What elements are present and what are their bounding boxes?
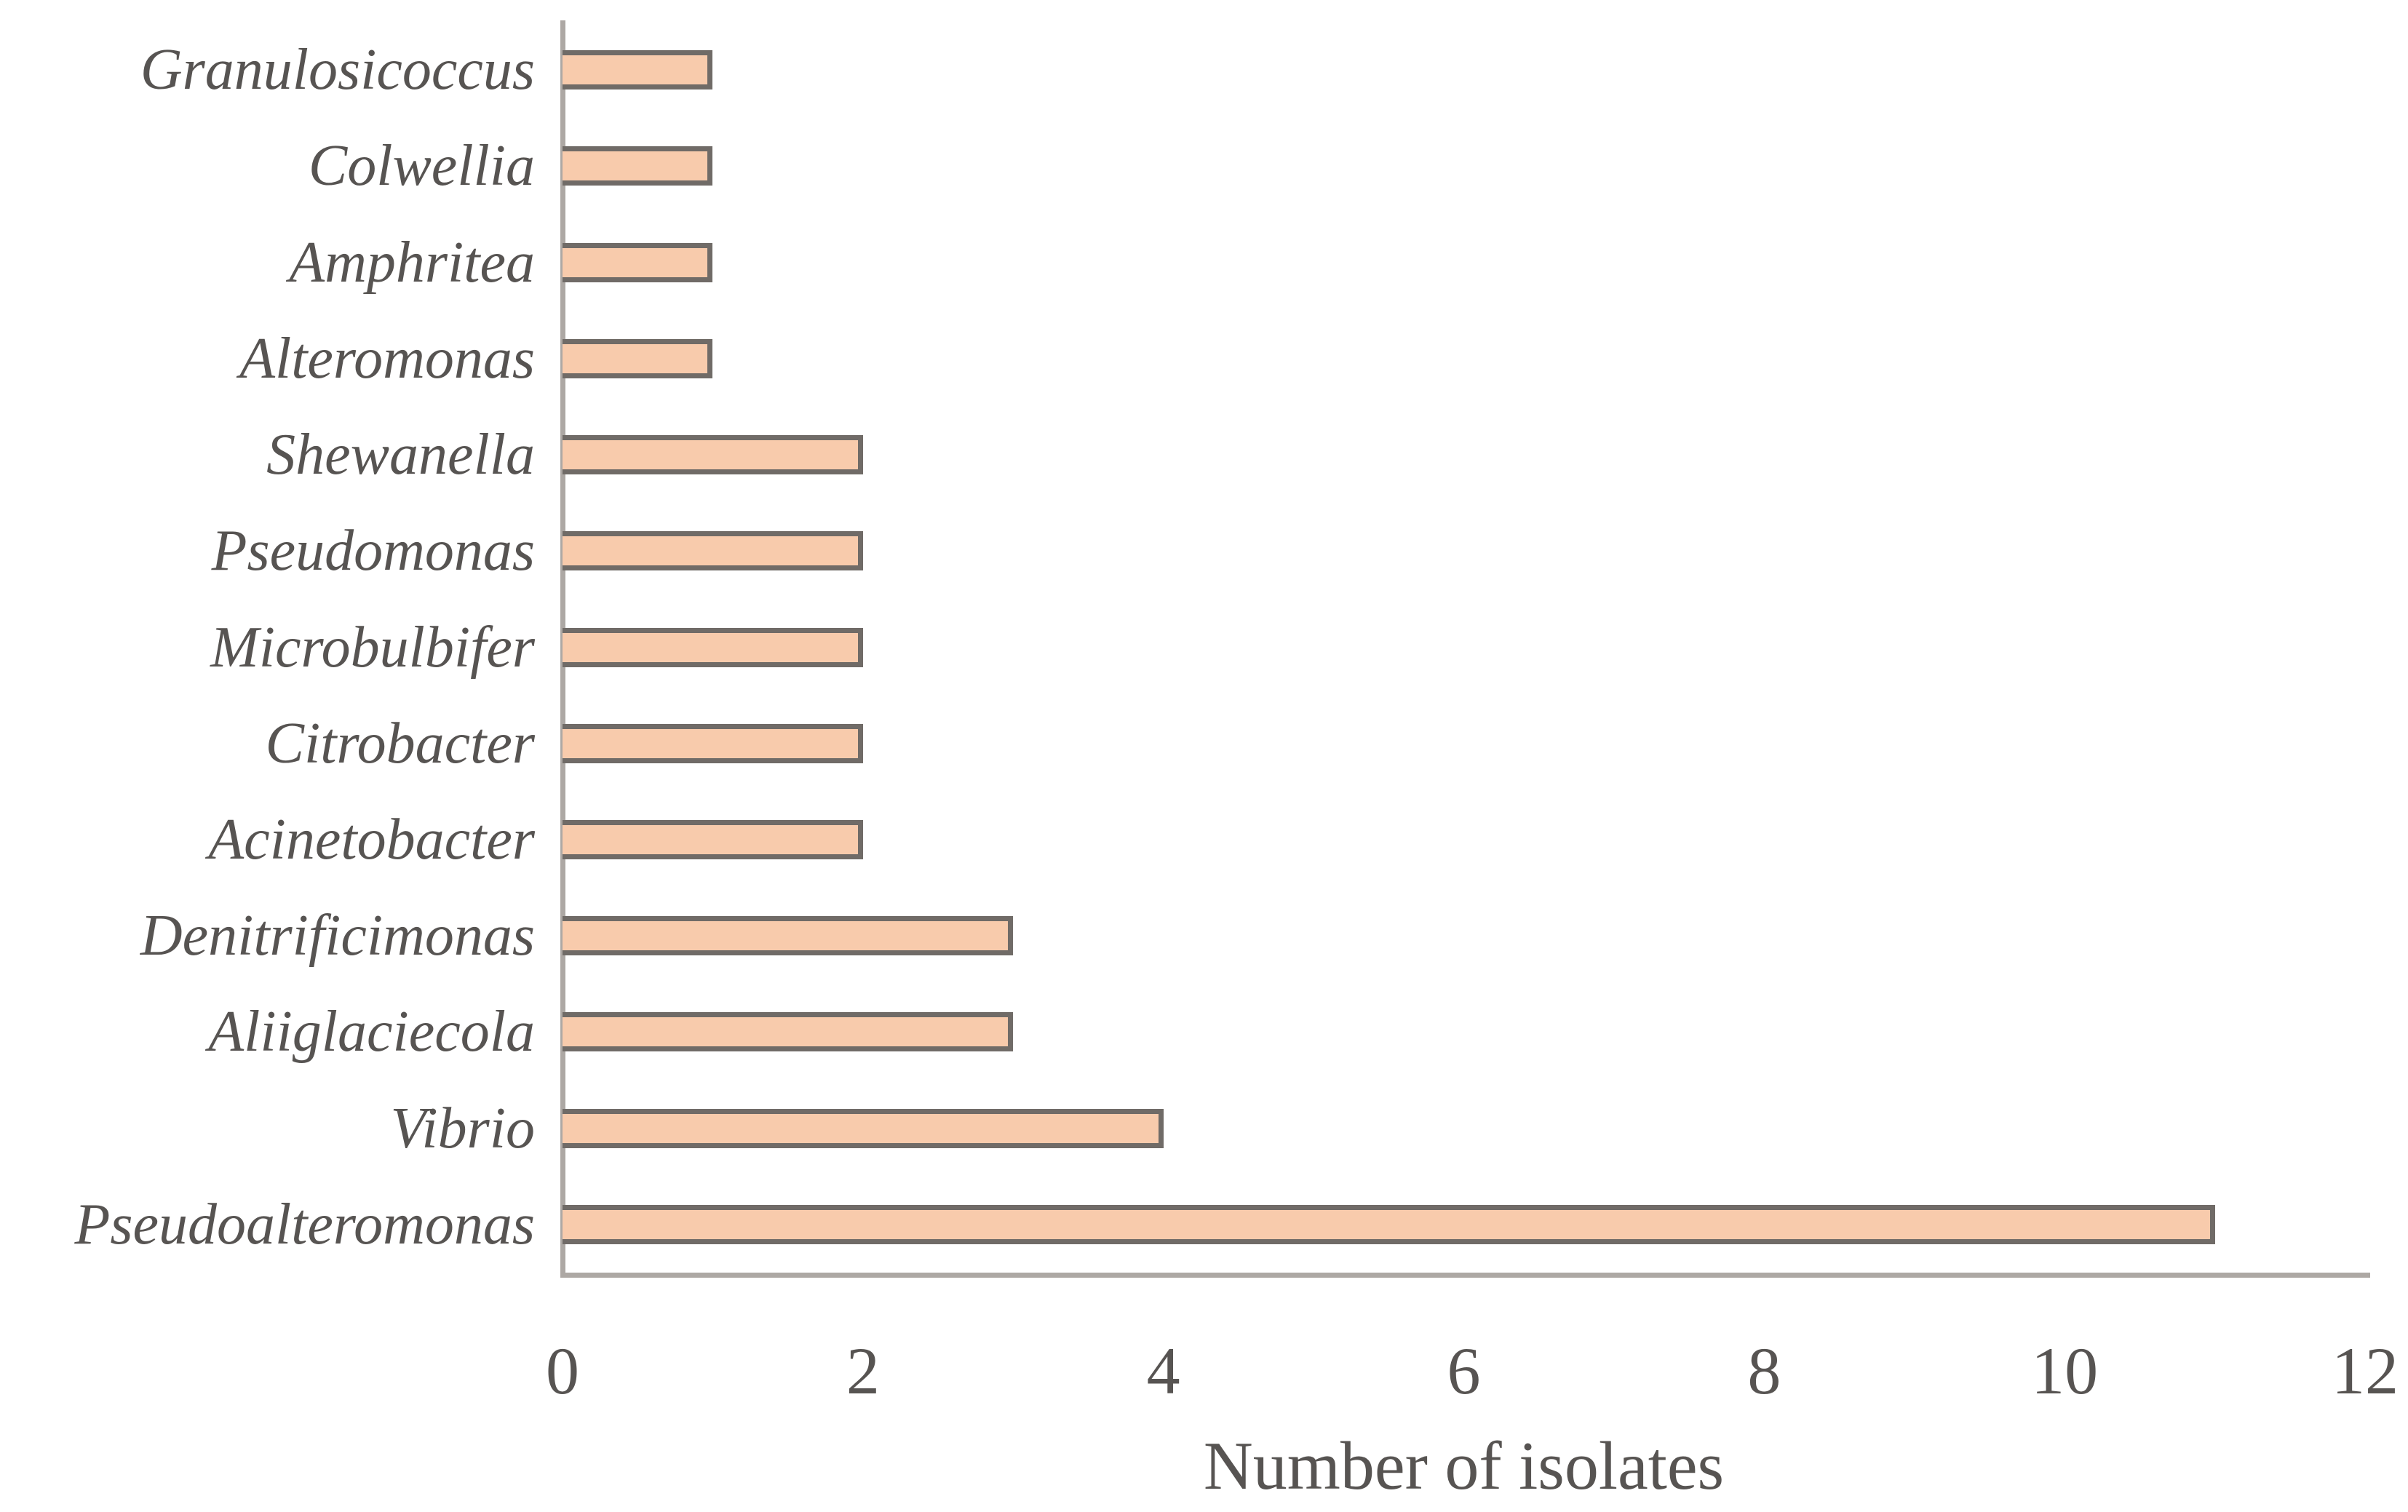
bar-track	[563, 531, 2365, 571]
bar-track	[563, 627, 2365, 667]
category-label: Granulosicoccus	[140, 38, 535, 103]
chart-row: Colwellia	[0, 118, 2365, 214]
bar	[563, 819, 863, 859]
x-tick-label: 4	[1146, 1334, 1180, 1408]
chart-row: Acinetobacter	[0, 792, 2365, 888]
bar	[563, 338, 713, 378]
category-label: Amphritea	[289, 230, 535, 295]
chart-row: Aliiglaciecola	[0, 984, 2365, 1080]
category-label: Vibrio	[390, 1096, 535, 1161]
x-tick-label: 2	[846, 1334, 880, 1408]
category-label: Microbulbifer	[210, 615, 535, 680]
bar-track	[563, 338, 2365, 378]
chart-row: Citrobacter	[0, 696, 2365, 792]
bar-track	[563, 242, 2365, 282]
bar	[563, 916, 1014, 956]
bar	[563, 1204, 2215, 1244]
x-axis-title: Number of isolates	[1203, 1428, 1725, 1504]
bar	[563, 146, 713, 186]
bar	[563, 1108, 1164, 1148]
x-tick-label: 8	[1747, 1334, 1781, 1408]
bar	[563, 50, 713, 90]
chart-row: Amphritea	[0, 214, 2365, 310]
bar-track	[563, 916, 2365, 956]
x-tick-label: 0	[546, 1334, 579, 1408]
bar-track	[563, 819, 2365, 859]
bar	[563, 723, 863, 763]
x-tick-label: 10	[2031, 1334, 2099, 1408]
bar-track	[563, 1108, 2365, 1148]
bar-track	[563, 435, 2365, 475]
category-label: Acinetobacter	[208, 807, 535, 872]
chart-row: Pseudomonas	[0, 503, 2365, 599]
x-tick-label: 12	[2332, 1334, 2399, 1408]
chart-row: Vibrio	[0, 1081, 2365, 1177]
chart-row: Granulosicoccus	[0, 22, 2365, 118]
bar-track	[563, 1204, 2365, 1244]
category-label: Alteromonas	[239, 326, 535, 391]
x-tick-label: 6	[1447, 1334, 1481, 1408]
x-tick-row: 0 2 4 6 8 10 12	[546, 1334, 2399, 1417]
category-label: Aliiglaciecola	[208, 1000, 535, 1065]
bar	[563, 1012, 1014, 1052]
bar	[563, 627, 863, 667]
chart-row: Shewanella	[0, 407, 2365, 503]
bar	[563, 531, 863, 571]
bar-track	[563, 723, 2365, 763]
chart-row: Alteromonas	[0, 311, 2365, 407]
category-label: Pseudomonas	[211, 519, 535, 584]
category-label: Shewanella	[266, 423, 535, 488]
bar	[563, 242, 713, 282]
bar-rows: Granulosicoccus Colwellia Amphritea Alterom…	[0, 22, 2365, 1273]
x-axis-line	[560, 1273, 2370, 1278]
chart-row: Denitrificimonas	[0, 888, 2365, 984]
chart-row: Pseudoalteromonas	[0, 1177, 2365, 1273]
bar-track	[563, 146, 2365, 186]
bar-track	[563, 1012, 2365, 1052]
category-label: Citrobacter	[265, 711, 535, 776]
category-label: Denitrificimonas	[140, 904, 535, 968]
chart-row: Microbulbifer	[0, 599, 2365, 695]
category-label: Colwellia	[308, 134, 535, 199]
bar	[563, 435, 863, 475]
bar-track	[563, 50, 2365, 90]
category-label: Pseudoalteromonas	[74, 1192, 535, 1257]
